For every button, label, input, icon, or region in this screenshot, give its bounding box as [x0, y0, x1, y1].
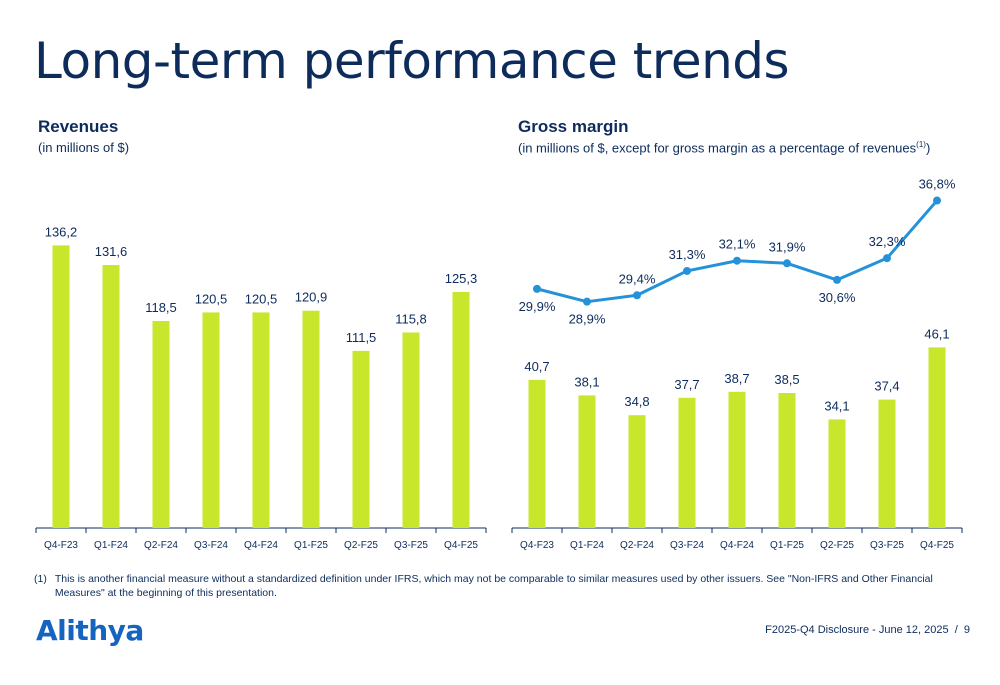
footer: F2025-Q4 Disclosure - June 12, 2025 / 9	[765, 624, 970, 636]
revenues-bar-label: 125,3	[445, 271, 478, 286]
gross-margin-pct-label: 29,9%	[519, 299, 556, 314]
gross-margin-pct-label: 31,3%	[669, 247, 706, 262]
revenues-bar-label: 120,5	[195, 291, 228, 306]
revenues-bar	[102, 265, 120, 528]
revenues-bar-label: 111,5	[346, 330, 377, 345]
gross-margin-bar-label: 38,7	[724, 371, 749, 386]
revenues-x-tick-label: Q4-F23	[44, 540, 78, 551]
revenues-header: Revenues (in millions of $)	[38, 117, 129, 155]
revenues-x-tick-label: Q4-F24	[244, 540, 278, 551]
gross-margin-x-tick-label: Q3-F24	[670, 540, 704, 551]
gross-margin-pct-point	[833, 275, 841, 284]
footer-separator: /	[951, 624, 961, 636]
gross-margin-pct-point	[683, 266, 691, 275]
gross-margin-header: Gross margin (in millions of $, except f…	[518, 117, 930, 155]
gross-margin-bar-label: 37,4	[874, 379, 899, 394]
revenues-x-tick-label: Q1-F25	[294, 540, 328, 551]
footnote: (1) This is another financial measure wi…	[34, 572, 934, 600]
gross-margin-pct-label: 32,1%	[719, 237, 756, 252]
gross-margin-bar	[528, 379, 546, 528]
gross-margin-bar-label: 34,8	[624, 394, 649, 409]
revenues-title: Revenues	[38, 117, 119, 136]
gross-margin-pct-label: 30,6%	[819, 290, 856, 305]
gross-margin-subtitle-end: )	[925, 140, 931, 156]
revenues-bar	[202, 312, 220, 528]
gross-margin-pct-point	[933, 196, 941, 205]
revenues-x-tick-label: Q2-F24	[144, 540, 178, 551]
footnote-marker: (1)	[34, 573, 47, 585]
gross-margin-bar-label: 46,1	[924, 326, 949, 341]
revenues-bar	[302, 310, 320, 528]
gross-margin-pct-label: 28,9%	[569, 312, 606, 327]
gross-margin-pct-point	[633, 291, 641, 300]
gross-margin-x-tick-label: Q3-F25	[870, 540, 904, 551]
gross-margin-pct-point	[783, 259, 791, 268]
gross-margin-pct-label: 32,3%	[869, 234, 906, 249]
revenues-x-tick-label: Q4-F25	[444, 540, 478, 551]
gross-margin-bar	[828, 419, 846, 528]
revenues-bar	[152, 320, 170, 528]
gross-margin-bar-label: 34,1	[824, 398, 849, 413]
revenues-x-tick-label: Q1-F24	[94, 540, 128, 551]
footnote-text: This is another financial measure withou…	[54, 573, 933, 599]
gross-margin-subtitle: (in millions of $, except for gross marg…	[518, 140, 930, 155]
alithya-logo: Alithya	[36, 614, 144, 647]
gross-margin-bar	[578, 395, 596, 528]
gross-margin-pct-point	[583, 297, 591, 306]
revenues-bar	[52, 245, 70, 529]
gross-margin-bar-label: 38,1	[574, 374, 599, 389]
gross-margin-x-tick-label: Q1-F24	[570, 540, 604, 551]
gross-margin-bar	[778, 393, 796, 528]
gross-margin-pct-label: 36,8%	[919, 177, 956, 192]
gross-margin-bar	[928, 347, 946, 528]
gross-margin-bar	[878, 399, 896, 528]
revenues-bar-label: 120,9	[295, 290, 328, 305]
revenues-x-tick-label: Q3-F25	[394, 540, 428, 551]
gross-margin-pct-point	[733, 256, 741, 265]
gross-margin-bar	[678, 397, 696, 528]
gross-margin-pct-point	[883, 254, 891, 263]
footer-text: F2025-Q4 Disclosure - June 12, 2025	[765, 624, 949, 636]
gross-margin-bar-label: 40,7	[524, 359, 549, 374]
page-number: 9	[963, 624, 970, 636]
revenues-x-tick-label: Q3-F24	[194, 540, 228, 551]
gross-margin-x-tick-label: Q2-F25	[820, 540, 854, 551]
gross-margin-bar	[728, 391, 746, 528]
page-title: Long-term performance trends	[34, 32, 790, 90]
gross-margin-subtitle-sup: (1)	[916, 140, 926, 149]
revenues-bar	[352, 350, 370, 528]
gross-margin-pct-point	[533, 284, 541, 293]
gross-margin-subtitle-text: (in millions of $, except for gross marg…	[518, 140, 917, 156]
gross-margin-x-tick-label: Q4-F25	[920, 540, 954, 551]
revenues-bar-label: 120,5	[245, 291, 278, 306]
revenues-bar-label: 115,8	[395, 311, 427, 326]
gross-margin-bar	[628, 415, 646, 528]
revenues-bar	[402, 332, 420, 528]
gross-margin-bar-label: 38,5	[774, 372, 799, 387]
gross-margin-x-tick-label: Q4-F24	[720, 540, 754, 551]
revenues-bar-label: 118,5	[145, 300, 177, 315]
revenues-bar	[252, 312, 270, 528]
gross-margin-pct-label: 29,4%	[619, 271, 656, 286]
revenues-x-tick-label: Q2-F25	[344, 540, 378, 551]
gross-margin-x-tick-label: Q2-F24	[620, 540, 654, 551]
gross-margin-x-tick-label: Q1-F25	[770, 540, 804, 551]
revenues-bar-label: 131,6	[95, 244, 128, 259]
revenues-bar-label: 136,2	[45, 224, 78, 239]
gross-margin-bar-label: 37,7	[674, 377, 699, 392]
gross-margin-pct-label: 31,9%	[769, 239, 806, 254]
gross-margin-x-tick-label: Q4-F23	[520, 540, 554, 551]
gross-margin-title: Gross margin	[518, 117, 629, 136]
revenues-subtitle: (in millions of $)	[38, 140, 130, 155]
revenues-bar	[452, 291, 470, 528]
